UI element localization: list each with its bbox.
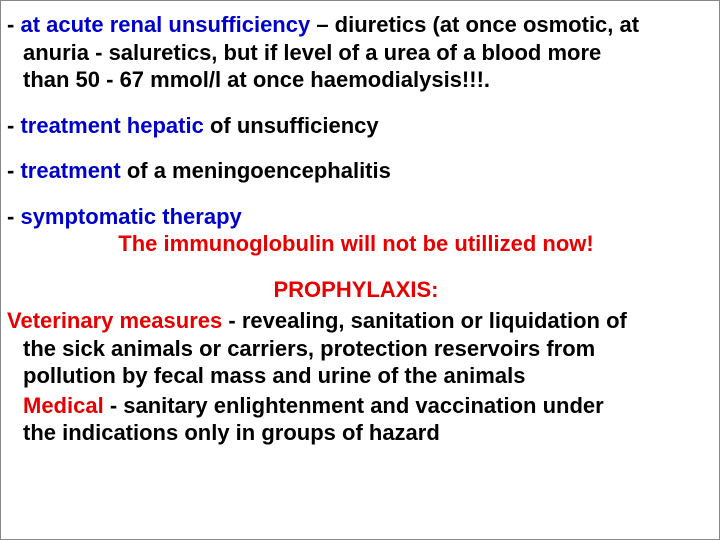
text: - revealing, sanitation or liquidation o… (222, 308, 627, 333)
bullet-acute-renal: - at acute renal unsufficiency – diureti… (7, 11, 705, 94)
term-red: Medical (23, 393, 104, 418)
text-line2: the sick animals or carriers, protection… (7, 336, 595, 361)
pre-space (7, 393, 23, 418)
text-line2: the indications only in groups of hazard (7, 420, 440, 445)
text-line3: than 50 - 67 mmol/l at once haemodialysi… (7, 67, 490, 92)
text: – diuretics (at once osmotic, at (310, 12, 639, 37)
text: - sanitary enlightenment and vaccination… (104, 393, 604, 418)
medical-paragraph: Medical - sanitary enlightenment and vac… (7, 392, 705, 447)
text: of unsufficiency (204, 113, 379, 138)
dash: - (7, 158, 20, 183)
text-line2: anuria - saluretics, but if level of a u… (7, 40, 601, 65)
bullet-meningo: - treatment of a meningoencephalitis (7, 157, 705, 185)
term-blue: symptomatic therapy (20, 204, 241, 229)
immunoglobulin-note: The immunoglobulin will not be utillized… (7, 230, 705, 258)
term-blue: treatment (20, 158, 120, 183)
veterinary-paragraph: Veterinary measures - revealing, sanitat… (7, 307, 705, 390)
dash: - (7, 113, 20, 138)
term-blue: treatment hepatic (20, 113, 203, 138)
dash: - (7, 204, 20, 229)
prophylaxis-heading: PROPHYLAXIS: (7, 276, 705, 304)
dash: - (7, 12, 20, 37)
bullet-symptomatic: - symptomatic therapy (7, 203, 705, 231)
slide: - at acute renal unsufficiency – diureti… (0, 0, 720, 540)
text: of a meningoencephalitis (121, 158, 391, 183)
term-red: Veterinary measures (7, 308, 222, 333)
bullet-hepatic: - treatment hepatic of unsufficiency (7, 112, 705, 140)
term-blue: at acute renal unsufficiency (20, 12, 310, 37)
text-line3: pollution by fecal mass and urine of the… (7, 363, 525, 388)
